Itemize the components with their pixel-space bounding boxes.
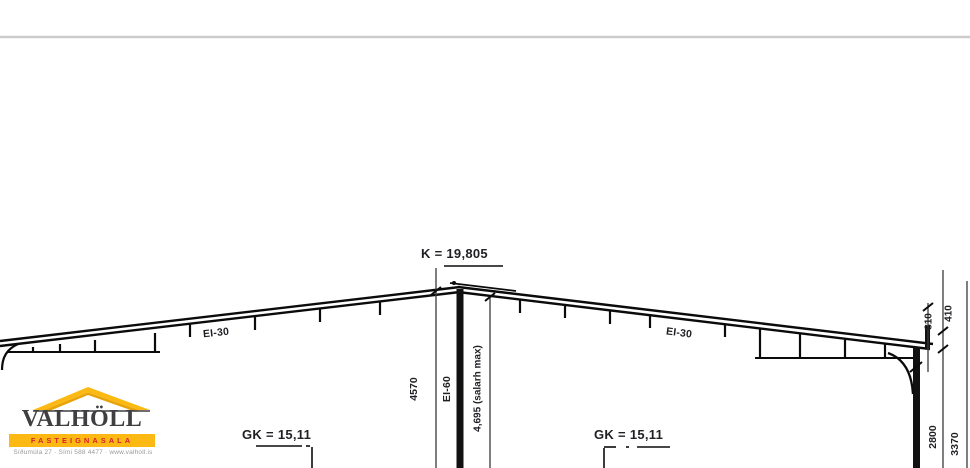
logo-contact: Síðumúla 27 · Sími 588 4477 · www.valhol…: [13, 449, 153, 456]
right-dimension-lines: [927, 270, 968, 468]
right-haunch-curve: [887, 351, 915, 395]
right-roof-ticks: [518, 300, 916, 359]
dimension-right-wall-clear: 2800: [927, 425, 939, 449]
floor-level-right: GK = 15,11: [594, 427, 664, 442]
fire-rating-centre-wall: EI-60: [441, 375, 453, 403]
dimension-right-eave-height: 3370: [949, 432, 961, 456]
right-column: [913, 347, 920, 468]
dimension-apex-height: 4570: [408, 377, 420, 401]
left-roof-slope: [0, 285, 461, 371]
left-roof-ticks: [8, 302, 382, 353]
dimension-hall-height-max: 4,695 (salarh max): [472, 345, 484, 432]
logo-banner: FASTEIGNASALA: [9, 434, 155, 447]
dimension-parapet-upper: 810: [923, 313, 935, 330]
dimension-parapet: 410: [943, 305, 955, 322]
logo-title: VALHÖLL: [21, 405, 143, 433]
apex-point-marker: [452, 281, 456, 285]
centre-fire-wall: [456, 289, 464, 468]
logo-roof-icon: [33, 387, 150, 412]
right-roof-slope: [449, 282, 934, 351]
apex-level-label: K = 19,805: [421, 246, 488, 261]
floor-level-left: GK = 15,11: [242, 427, 312, 442]
dimension-ticks: [430, 286, 949, 373]
level-leaders: [256, 265, 670, 468]
valholl-logo: VALHÖLL FASTEIGNASALA Síðumúla 27 · Sími…: [8, 384, 158, 464]
logo-subtitle: FASTEIGNASALA: [30, 436, 134, 445]
centre-dimension-lines: [435, 268, 491, 468]
